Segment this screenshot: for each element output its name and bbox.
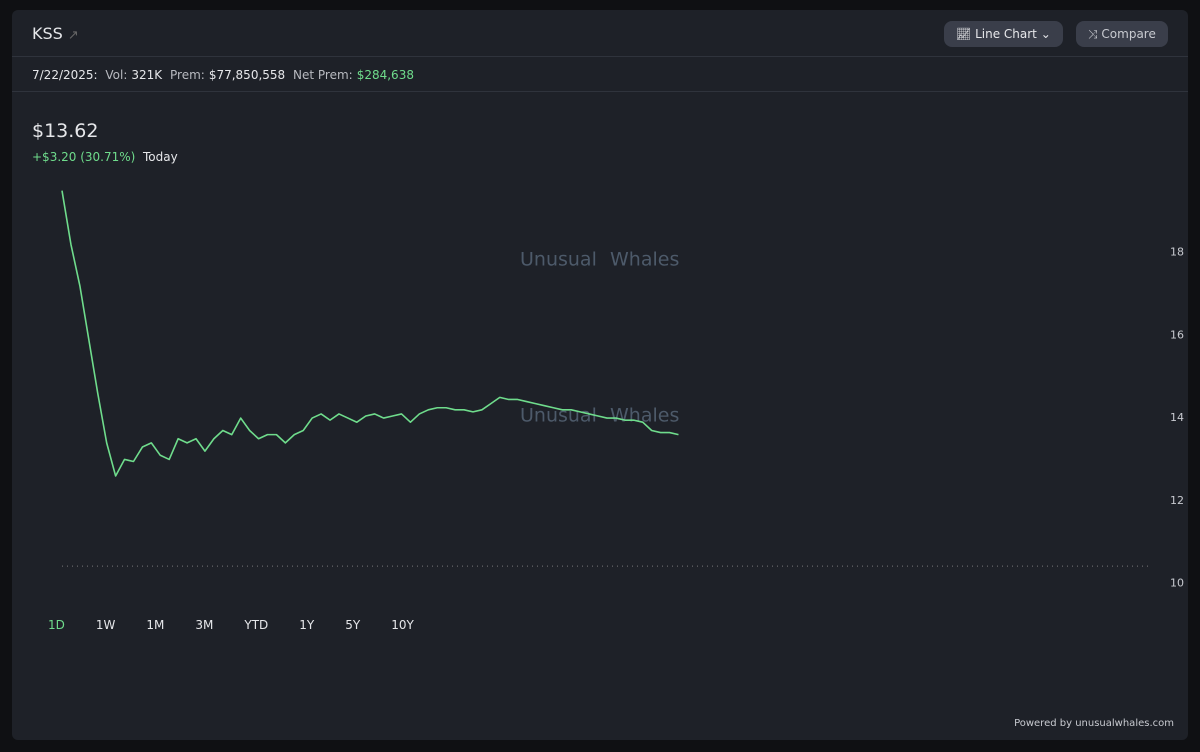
watermark: Unusual	[520, 405, 597, 427]
watermark: Whales	[610, 249, 679, 271]
change-value: +$3.20 (30.71%)	[32, 150, 136, 164]
range-button[interactable]: 5Y	[345, 618, 361, 632]
watermark: Unusual	[520, 249, 597, 271]
ticker[interactable]: KSS ↗	[32, 24, 79, 43]
period: Today	[142, 150, 178, 164]
net-premium: $284,638	[356, 68, 414, 82]
stats-bar: 7/22/2025: Vol: 321K Prem: $77,850,558 Net…	[12, 56, 1188, 92]
range-button[interactable]: 1W	[95, 618, 116, 632]
label: Net Prem:	[293, 68, 353, 82]
range-button[interactable]: 10Y	[391, 618, 414, 632]
y-tick-label: 12	[1170, 494, 1184, 507]
range-button[interactable]: YTD	[244, 618, 269, 632]
y-tick-label: 14	[1170, 411, 1184, 424]
chart: Unusual Whales Unusual Whales 10 12 14 16 18	[61, 190, 1184, 589]
range-button[interactable]: 3M	[195, 618, 214, 632]
range-button[interactable]: 1D	[48, 618, 65, 632]
y-tick-label: 16	[1170, 328, 1184, 341]
range-button[interactable]: 1Y	[299, 618, 315, 632]
label: Prem:	[170, 68, 205, 82]
volume: 321K	[131, 68, 163, 82]
button-label[interactable]: Line Chart	[975, 27, 1037, 41]
panel: KSS ↗ 📈︎ Line Chart ⌄ ⤨ Compare 7/22/202…	[12, 10, 1188, 740]
range-button[interactable]: 1M	[146, 618, 165, 632]
link-icon[interactable]: ↗	[67, 28, 79, 43]
premium: $77,850,558	[208, 68, 286, 82]
compare-button[interactable]: ⤨ Compare	[1076, 21, 1168, 47]
footer: Powered by unusualwhales.com	[1014, 718, 1174, 729]
line-chart-button[interactable]: 📈︎ Line Chart ⌄	[944, 21, 1063, 47]
last-price: $13.62	[32, 120, 99, 142]
ticker-text[interactable]: KSS	[32, 24, 63, 43]
date: 7/22/2025:	[32, 68, 98, 82]
button-label[interactable]: Compare	[1101, 27, 1156, 41]
range-selector: 1D 1W 1M 3M YTD 1Y 5Y 10Y	[48, 618, 445, 632]
price-line	[61, 190, 679, 477]
y-tick-label: 18	[1170, 246, 1184, 259]
watermark: Whales	[610, 405, 679, 427]
change: +$3.20 (30.71%) Today	[32, 150, 178, 164]
label: Vol:	[105, 68, 128, 82]
y-tick-label: 10	[1170, 576, 1184, 589]
